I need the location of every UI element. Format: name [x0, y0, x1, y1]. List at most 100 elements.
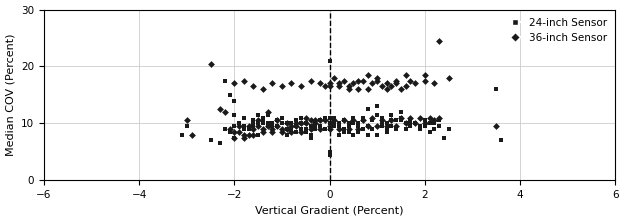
Point	[377, 119, 387, 122]
Point	[301, 127, 311, 131]
Point	[329, 76, 339, 80]
Point	[329, 116, 339, 119]
Point	[339, 130, 349, 134]
Point	[277, 116, 287, 119]
Point	[230, 99, 240, 102]
Point	[391, 82, 401, 85]
Point	[372, 76, 382, 80]
Point	[258, 88, 268, 91]
Point	[306, 136, 316, 139]
Point	[310, 119, 320, 122]
Point	[372, 79, 382, 82]
Point	[382, 82, 392, 85]
Point	[391, 79, 401, 82]
Point	[434, 119, 444, 122]
Point	[368, 119, 378, 122]
Point	[324, 127, 334, 131]
Point	[420, 73, 430, 77]
Point	[368, 116, 378, 119]
Point	[234, 130, 244, 134]
Point	[424, 116, 434, 119]
Point	[420, 124, 430, 128]
Point	[372, 113, 382, 116]
Point	[319, 119, 329, 122]
Point	[291, 119, 301, 122]
Point	[324, 59, 334, 63]
Point	[358, 119, 368, 122]
Point	[368, 82, 378, 85]
Point	[248, 124, 258, 128]
Point	[334, 127, 344, 131]
Point	[434, 116, 444, 119]
Point	[363, 133, 373, 136]
X-axis label: Vertical Gradient (Percent): Vertical Gradient (Percent)	[255, 206, 404, 215]
Point	[348, 116, 358, 119]
Point	[439, 136, 449, 139]
Point	[263, 110, 273, 114]
Point	[220, 127, 230, 131]
Point	[296, 130, 306, 134]
Point	[263, 124, 273, 128]
Point	[291, 124, 301, 128]
Point	[339, 119, 349, 122]
Point	[344, 130, 354, 134]
Point	[429, 119, 439, 122]
Point	[286, 124, 296, 128]
Point	[268, 127, 278, 131]
Point	[319, 127, 329, 131]
Point	[220, 79, 230, 82]
Point	[368, 119, 378, 122]
Point	[434, 124, 444, 128]
Point	[258, 122, 268, 125]
Point	[396, 88, 406, 91]
Point	[286, 130, 296, 134]
Point	[324, 82, 334, 85]
Point	[215, 107, 225, 111]
Point	[182, 119, 192, 122]
Point	[286, 82, 296, 85]
Point	[491, 88, 501, 91]
Point	[363, 73, 373, 77]
Point	[263, 124, 273, 128]
Point	[329, 124, 339, 128]
Point	[324, 153, 334, 156]
Point	[377, 85, 387, 88]
Point	[291, 124, 301, 128]
Point	[315, 124, 325, 128]
Point	[324, 127, 334, 131]
Point	[396, 110, 406, 114]
Point	[406, 116, 416, 119]
Point	[324, 124, 334, 128]
Point	[401, 73, 411, 77]
Point	[253, 119, 263, 122]
Point	[344, 122, 354, 125]
Legend: 24-inch Sensor, 36-inch Sensor: 24-inch Sensor, 36-inch Sensor	[502, 15, 610, 46]
Point	[415, 116, 425, 119]
Point	[396, 119, 406, 122]
Point	[268, 122, 278, 125]
Point	[406, 122, 416, 125]
Point	[406, 119, 416, 122]
Point	[324, 122, 334, 125]
Point	[386, 119, 396, 122]
Point	[258, 130, 268, 134]
Point	[334, 85, 344, 88]
Point	[391, 127, 401, 131]
Point	[258, 127, 268, 131]
Point	[353, 79, 363, 82]
Point	[243, 124, 253, 128]
Point	[258, 116, 268, 119]
Point	[386, 85, 396, 88]
Point	[281, 122, 291, 125]
Point	[272, 119, 282, 122]
Point	[253, 113, 263, 116]
Point	[296, 122, 306, 125]
Point	[386, 113, 396, 116]
Point	[263, 113, 273, 116]
Point	[329, 119, 339, 122]
Point	[182, 124, 192, 128]
Point	[334, 82, 344, 85]
Point	[243, 127, 253, 131]
Point	[401, 122, 411, 125]
Point	[363, 124, 373, 128]
